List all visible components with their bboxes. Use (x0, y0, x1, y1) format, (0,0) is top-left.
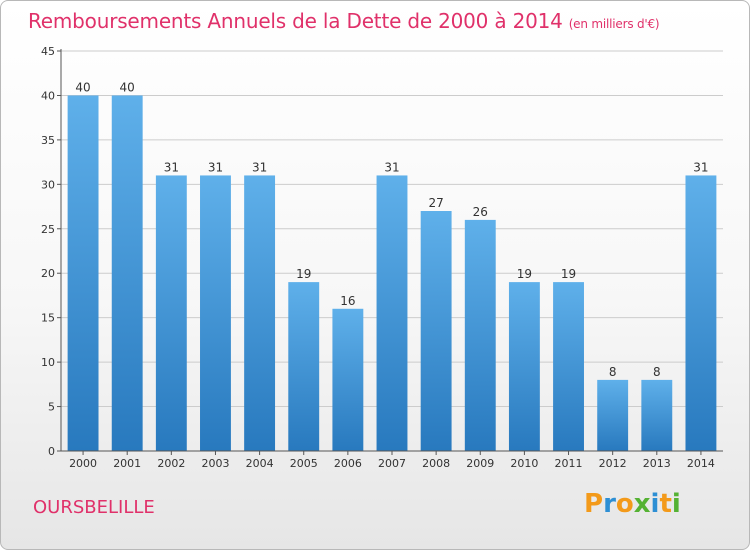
logo-letter: t (659, 489, 672, 519)
x-tick-label: 2002 (157, 457, 185, 470)
bar (288, 282, 320, 451)
bar (685, 175, 717, 451)
data-label: 19 (517, 267, 532, 281)
logo-letter: o (615, 489, 634, 519)
data-label: 31 (384, 160, 399, 174)
logo-letter: P (584, 489, 604, 519)
x-tick-label: 2007 (378, 457, 406, 470)
title-text: Remboursements Annuels de la Dette de 20… (28, 9, 563, 33)
y-tick-label: 45 (41, 45, 55, 58)
axes: 0 5 10 15 20 25 30 35 40 45 2000 2001 2002 2003 2004 20… (41, 45, 723, 470)
logo-letter: r (603, 489, 616, 519)
y-tick-label: 10 (41, 356, 55, 369)
data-label: 27 (428, 196, 443, 210)
data-label: 19 (296, 267, 311, 281)
x-tick-label: 2010 (510, 457, 538, 470)
bar (155, 175, 187, 451)
x-tick-label: 2012 (599, 457, 627, 470)
y-tick-label: 40 (41, 89, 55, 102)
bar (67, 95, 99, 451)
x-tick-label: 2003 (201, 457, 229, 470)
bar (553, 282, 584, 451)
y-tick-label: 15 (41, 312, 55, 325)
bar (332, 308, 364, 451)
bar (376, 175, 408, 451)
y-tick-label: 0 (48, 445, 55, 458)
x-tick-label: 2013 (643, 457, 671, 470)
y-tick-label: 25 (41, 223, 55, 236)
chart-title: Remboursements Annuels de la Dette de 20… (28, 9, 660, 33)
y-tick-label: 30 (41, 178, 55, 191)
data-label: 31 (208, 160, 223, 174)
bar (420, 211, 452, 451)
logo-letter: x (633, 489, 651, 519)
city-name: OURSBELILLE (33, 497, 155, 518)
data-label: 40 (120, 80, 135, 94)
unit-label: (en milliers d'€) (568, 17, 660, 31)
x-tick-label: 2011 (555, 457, 583, 470)
bars (67, 95, 717, 451)
x-tick-label: 2009 (466, 457, 494, 470)
logo-letter: i (671, 489, 681, 519)
bar (464, 219, 496, 451)
proxiti-logo[interactable]: Proxiti (584, 489, 681, 519)
bar (111, 95, 143, 451)
bar (641, 379, 673, 451)
data-label: 31 (693, 160, 708, 174)
x-tick-label: 2000 (69, 457, 97, 470)
data-label: 31 (164, 160, 179, 174)
data-label: 8 (609, 365, 617, 379)
bar (200, 175, 231, 451)
y-tick-label: 5 (48, 401, 55, 414)
x-tick-label: 2006 (334, 457, 362, 470)
logo-letter: i (650, 489, 660, 519)
bar (597, 379, 629, 451)
data-label: 26 (473, 205, 488, 219)
bar (508, 282, 540, 451)
y-tick-label: 20 (41, 267, 55, 280)
data-label: 8 (653, 365, 661, 379)
data-label: 16 (340, 294, 355, 308)
x-tick-label: 2004 (246, 457, 274, 470)
data-label: 31 (252, 160, 267, 174)
x-tick-label: 2001 (113, 457, 141, 470)
data-label: 40 (75, 80, 90, 94)
x-tick-label: 2005 (290, 457, 318, 470)
y-tick-label: 35 (41, 134, 55, 147)
x-tick-label: 2008 (422, 457, 450, 470)
x-tick-label: 2014 (687, 457, 715, 470)
bar (244, 175, 276, 451)
data-labels: 40 40 31 31 31 19 16 31 27 26 19 19 8 8 31 (75, 80, 708, 378)
data-label: 19 (561, 267, 576, 281)
